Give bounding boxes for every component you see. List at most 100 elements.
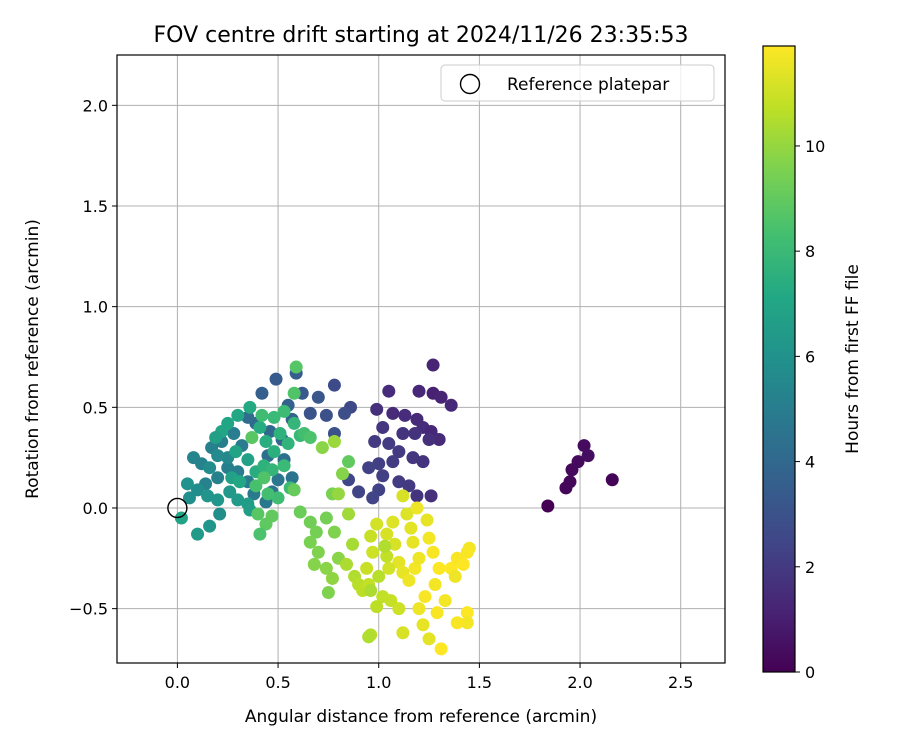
colorbar-tick-label: 4 — [805, 453, 815, 472]
data-point — [327, 378, 341, 392]
data-point — [577, 439, 591, 453]
data-point — [400, 507, 414, 521]
legend-box — [440, 64, 715, 102]
data-point — [396, 426, 410, 440]
data-point — [303, 515, 317, 529]
data-point — [392, 445, 406, 459]
data-point — [420, 513, 434, 527]
data-point — [422, 433, 436, 447]
data-point — [253, 420, 267, 434]
colorbar-label: Hours from first FF file — [843, 264, 863, 454]
data-point — [273, 426, 287, 440]
data-point — [289, 360, 303, 374]
data-point — [368, 435, 382, 449]
x-axis-label: Angular distance from reference (arcmin) — [245, 707, 597, 727]
data-point — [271, 473, 285, 487]
data-point — [277, 459, 291, 473]
data-point — [430, 606, 444, 620]
data-point — [191, 527, 205, 541]
data-point — [211, 449, 225, 463]
data-point — [388, 537, 402, 551]
y-tick-label: 1.0 — [83, 298, 108, 317]
data-point — [229, 445, 243, 459]
data-point — [311, 545, 325, 559]
data-point — [605, 473, 619, 487]
data-point — [392, 555, 406, 569]
data-point — [255, 386, 269, 400]
data-point — [402, 479, 416, 493]
data-point — [366, 491, 380, 505]
colorbar: 0 2 4 6 8 10 Hours from first FF file — [762, 45, 863, 682]
data-point — [319, 408, 333, 422]
y-tick-label: 0.0 — [83, 499, 108, 518]
data-point — [267, 445, 281, 459]
x-tick-label: 2.5 — [668, 673, 693, 692]
data-point — [581, 449, 595, 463]
data-point — [249, 479, 263, 493]
data-point — [231, 493, 245, 507]
data-point — [382, 384, 396, 398]
data-point — [287, 416, 301, 430]
data-point — [233, 475, 247, 489]
data-point — [386, 515, 400, 529]
data-point — [287, 386, 301, 400]
data-point — [382, 437, 396, 451]
data-point — [376, 469, 390, 483]
data-point — [370, 517, 384, 531]
data-point — [191, 483, 205, 497]
data-point — [370, 600, 384, 614]
data-point — [410, 501, 424, 515]
x-tick-label: 2.0 — [567, 673, 592, 692]
data-point — [263, 424, 277, 438]
data-point — [319, 561, 333, 575]
data-point — [346, 537, 360, 551]
data-points — [167, 358, 619, 656]
data-point — [321, 586, 335, 600]
data-point — [182, 491, 196, 505]
data-point — [303, 535, 317, 549]
data-point — [337, 406, 351, 420]
data-point — [360, 561, 374, 575]
data-point — [271, 491, 285, 505]
data-point — [370, 402, 384, 416]
data-point — [418, 590, 432, 604]
data-point — [392, 475, 406, 489]
data-point — [364, 584, 378, 598]
data-point — [460, 606, 474, 620]
data-point — [243, 400, 257, 414]
data-point — [203, 461, 217, 475]
x-tick-label: 0.0 — [165, 673, 190, 692]
data-point — [211, 471, 225, 485]
data-point — [392, 602, 406, 616]
data-point — [372, 569, 386, 583]
data-point — [406, 451, 420, 465]
data-point — [416, 455, 430, 469]
data-point — [327, 435, 341, 449]
y-tick-label: 0.5 — [83, 398, 108, 417]
data-point — [434, 390, 448, 404]
x-tick-label: 0.5 — [265, 673, 290, 692]
y-tick-label: −0.5 — [69, 600, 108, 619]
data-point — [209, 431, 223, 445]
data-point — [269, 372, 283, 386]
data-point — [287, 483, 301, 497]
data-point — [386, 406, 400, 420]
data-point — [428, 577, 442, 591]
data-point — [460, 545, 474, 559]
data-point — [241, 453, 255, 467]
legend-open-circle-marker — [459, 73, 481, 95]
data-point — [303, 431, 317, 445]
y-tick-label: 2.0 — [83, 96, 108, 115]
data-point — [285, 471, 299, 485]
data-point — [396, 626, 410, 640]
data-point — [448, 569, 462, 583]
data-point — [380, 527, 394, 541]
data-point — [211, 493, 225, 507]
plot-frame — [116, 54, 726, 664]
data-point — [231, 408, 245, 422]
colorbar-tick-label: 8 — [805, 242, 815, 261]
y-tick-label: 1.5 — [83, 197, 108, 216]
data-point — [342, 455, 356, 469]
y-axis-label: Rotation from reference (arcmin) — [23, 219, 43, 499]
data-point — [422, 531, 436, 545]
